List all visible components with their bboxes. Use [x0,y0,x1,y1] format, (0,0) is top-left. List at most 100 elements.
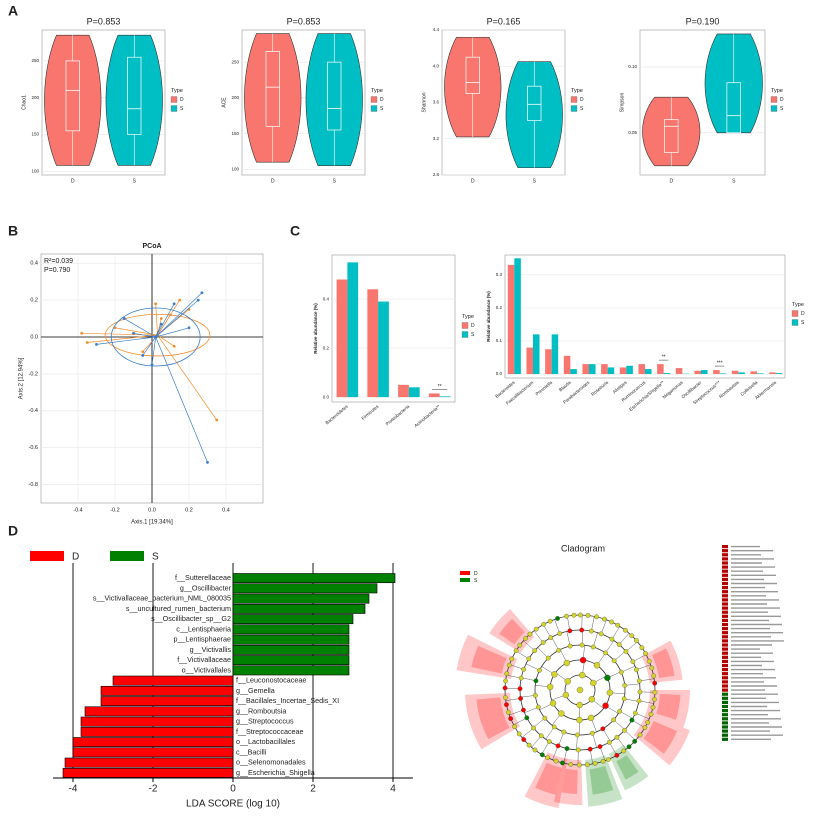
bar [769,372,776,375]
y-axis-label: Axis.2 [12.94%] [19,357,25,399]
bar [80,716,234,727]
clade-branch [576,734,578,750]
clade-node [593,662,601,669]
legend-swatch [460,578,470,582]
x-tick-label: Alistipes [612,379,629,394]
clade-branch [599,746,606,761]
clade-node [518,696,523,701]
ellipse [104,313,211,357]
chart-title: P=0.190 [686,16,720,26]
key-swatch [722,717,728,721]
clade-node [579,642,585,648]
legend-swatch [370,96,378,103]
bar-label: f__Victivallaceae [177,655,231,664]
legend-swatch [460,571,470,575]
clade-node [517,642,523,648]
clade-node [652,689,658,695]
key-swatch [722,586,728,590]
clade-branch [567,616,571,631]
legend-swatch [791,319,799,326]
clade-node [616,642,622,647]
x-tick-label: Proteobacteria [385,404,411,427]
clade-node [609,619,614,625]
y-axis-label: Relative abundance (%) [486,291,491,342]
clade-node [557,631,563,636]
point [132,331,135,335]
clade-node [634,667,639,673]
clade-shade [589,765,614,795]
clade-node [524,715,530,721]
clade-node [597,744,603,749]
clade-branch [621,666,636,673]
clade-branch [591,616,595,632]
clade-node [551,671,558,678]
y-tick-label: 250 [231,59,239,64]
clade-node [589,628,594,634]
clade-node [564,613,569,619]
key-swatch [722,737,728,741]
clade-branch [509,664,524,670]
bar-label: g__Escherichia_Shigella [236,768,315,777]
clade-shade [561,768,578,794]
spider-line [96,336,156,345]
x-axis-label: LDA SCORE (log 10) [186,799,280,810]
y-tick-label: 3.6 [433,100,440,105]
clade-node [506,709,511,715]
x-tick-label: D [669,178,673,184]
legend-swatch [770,96,778,103]
annotation: ** [662,354,666,360]
legend-label: S [471,332,475,338]
clade-node [531,725,536,731]
clade-branch [593,632,598,648]
point [159,317,163,320]
x-tick-label: S [133,178,137,184]
clade-node [512,724,517,729]
legend-swatch [570,96,578,103]
clade-node [629,633,635,639]
legend-title: Type [171,88,183,94]
clade-node [587,714,595,722]
clade-node [600,726,606,732]
box [127,56,142,135]
clade-node [614,752,620,758]
clade-node [622,727,627,733]
clade-node [568,762,574,767]
clade-node [630,659,636,664]
x-tick-label: Romboutsia [718,380,740,400]
panel-label: D [8,523,18,539]
clade-node [576,762,582,768]
clade-branch [639,678,655,682]
clade-node [537,668,542,673]
point [80,331,84,335]
clade-node [538,733,544,739]
y-tick-label: 100 [31,169,39,174]
bar [619,367,627,375]
clade-branch [563,748,568,764]
spider-line [155,303,175,338]
x-tick-label: Prevotella [535,380,554,397]
clade-node [541,622,547,627]
clade-node [632,738,638,744]
clade-node [551,724,557,730]
clade-node [604,674,611,681]
key-swatch [722,635,728,639]
clade-node [563,659,571,667]
clade-node [649,665,655,671]
key-swatch [722,713,728,717]
bar [545,349,552,375]
clade-branch [632,654,647,662]
y-tick-label: 0.2 [323,345,330,350]
bar-label: g__Oscillibacter [180,583,232,592]
bar [713,370,720,375]
clade-node [540,640,546,645]
clade-node [532,648,538,653]
legend-swatch [461,322,469,329]
clade-node [533,626,539,632]
clade-node [598,631,604,637]
legend-label: D [72,552,79,563]
clade-branch [581,630,584,646]
clade-branch [600,619,607,634]
x-tick-label: D [271,178,275,184]
point [113,326,117,330]
key-swatch [722,618,728,622]
